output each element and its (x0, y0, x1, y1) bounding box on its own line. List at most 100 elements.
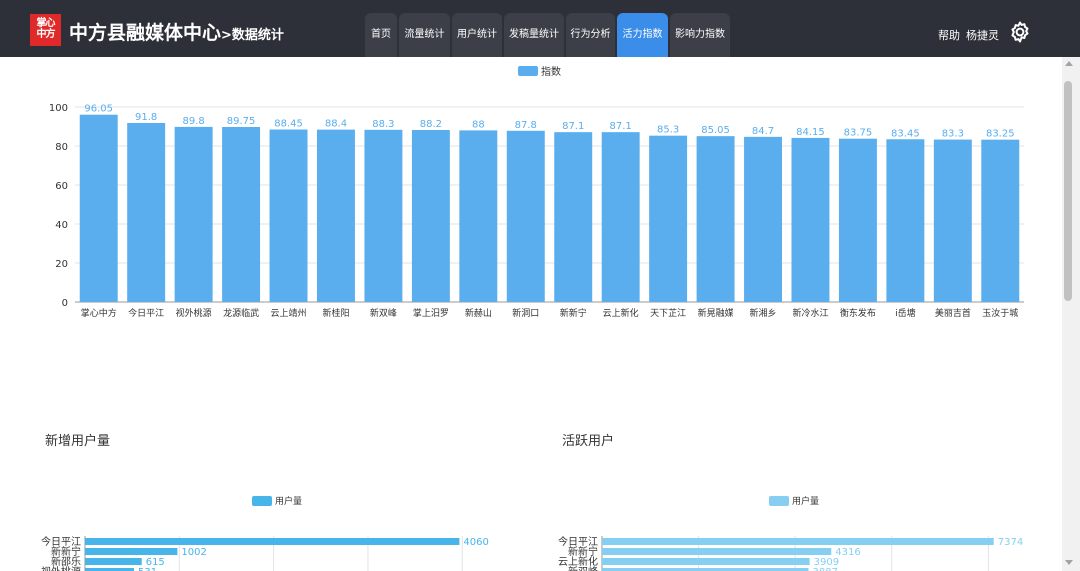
x-tick-label: 视外桃源 (176, 307, 212, 319)
bar[interactable] (222, 126, 261, 302)
tab-vitality-index[interactable]: 活力指数 (617, 13, 668, 57)
hbar-value-label: 531 (138, 567, 157, 571)
bar-value-label: 89.75 (227, 116, 256, 127)
new-users-chart: 用户量 4060 今日平江 1002 新新宁 615 新邵乐 531 视外桃源 (41, 495, 489, 571)
help-link[interactable]: 帮助 (938, 29, 960, 42)
legend-label[interactable]: 指数 (541, 65, 561, 78)
gear-icon[interactable] (1008, 20, 1032, 44)
bar-value-label: 88 (472, 119, 485, 130)
bar[interactable] (79, 114, 118, 302)
hbar[interactable] (602, 568, 809, 571)
tab-user-stats[interactable]: 用户统计 (452, 13, 502, 57)
hbar-category-label: 视外桃源 (41, 565, 81, 571)
y-tick-label: 20 (55, 259, 68, 270)
bar[interactable] (886, 139, 925, 302)
bar-value-label: 87.1 (610, 121, 632, 132)
bar[interactable] (174, 126, 213, 302)
x-tick-label: 新洞口 (512, 307, 539, 319)
x-tick-label: 新湘乡 (750, 307, 777, 319)
bar[interactable] (838, 138, 877, 302)
bar[interactable] (981, 139, 1020, 302)
bar[interactable] (269, 129, 308, 302)
bar[interactable] (933, 139, 972, 302)
bar-value-label: 88.3 (372, 119, 394, 130)
bar-value-label: 88.2 (420, 119, 442, 130)
tab-home[interactable]: 首页 (365, 13, 397, 57)
bar[interactable] (791, 137, 830, 302)
y-tick-label: 80 (55, 142, 68, 153)
scroll-up-arrow[interactable] (1065, 61, 1073, 66)
hbar[interactable] (85, 538, 460, 545)
legend-swatch[interactable] (252, 496, 272, 506)
bar[interactable] (459, 130, 498, 302)
app-title: 中方县融媒体中心 (69, 22, 222, 44)
x-tick-label: 云上新化 (603, 307, 639, 319)
bar-value-label: 96.05 (84, 104, 113, 115)
tab-traffic-stats[interactable]: 流量统计 (399, 13, 450, 57)
hbar-category-label: 新新宁 (51, 545, 81, 558)
legend-swatch[interactable] (518, 66, 538, 76)
x-tick-label: 新晃融媒 (698, 307, 734, 319)
bar[interactable] (744, 136, 783, 302)
y-tick-label: 60 (55, 181, 68, 192)
legend-swatch[interactable] (769, 496, 789, 506)
hbar-category-label: 云上新化 (558, 555, 598, 568)
bar[interactable] (506, 130, 545, 302)
x-tick-label: 新桂阳 (322, 307, 349, 319)
legend-label: 用户量 (792, 495, 819, 507)
x-tick-label: i岳塘 (895, 307, 916, 319)
hbar-value-label: 1002 (181, 547, 206, 558)
hbar-value-label: 4060 (463, 537, 488, 548)
bar[interactable] (601, 132, 640, 302)
bar-value-label: 84.7 (752, 126, 774, 137)
tab-influence-index[interactable]: 影响力指数 (670, 13, 730, 57)
hbar[interactable] (602, 558, 810, 565)
x-tick-label: 掌上汨罗 (413, 308, 449, 319)
bar[interactable] (316, 129, 355, 302)
y-tick-label: 40 (55, 220, 68, 231)
x-tick-label: 掌心中方 (81, 307, 117, 319)
y-tick-label: 100 (49, 103, 68, 114)
bar-value-label: 87.8 (515, 120, 537, 131)
x-tick-label: 新赫山 (465, 307, 492, 319)
bar[interactable] (127, 122, 166, 303)
hbar-value-label: 3887 (812, 567, 837, 571)
tab-publish-stats[interactable]: 发稿量统计 (504, 13, 564, 57)
x-tick-label: 新双峰 (370, 307, 397, 319)
hbar[interactable] (602, 538, 994, 545)
hbar-category-label: 新新宁 (568, 545, 598, 558)
bar-value-label: 83.3 (942, 129, 964, 140)
vitality-index-chart: 指数 0 20 40 60 80 100 96.05 掌心中方 91.8 今日平江 89.8 视外桃… (49, 65, 1024, 319)
bar[interactable] (411, 130, 450, 302)
scrollbar[interactable] (1062, 57, 1080, 571)
bar[interactable] (364, 129, 403, 302)
x-tick-label: 玉汝于城 (982, 307, 1018, 319)
hbar-value-label: 4316 (835, 547, 860, 558)
scroll-down-arrow[interactable] (1065, 560, 1073, 565)
user-name[interactable]: 杨捷灵 (966, 29, 999, 42)
hbar[interactable] (85, 568, 134, 571)
scroll-thumb[interactable] (1064, 81, 1072, 301)
tab-behavior-analysis[interactable]: 行为分析 (566, 13, 615, 57)
active-users-chart: 用户量 7374 今日平江 4316 新新宁 3909 云上新化 3887 新双峰 (558, 495, 1023, 571)
x-tick-label: 龙源临武 (223, 307, 259, 319)
hbar[interactable] (85, 558, 142, 565)
logo[interactable]: 掌心 中方 (30, 14, 61, 46)
bar-value-label: 88.4 (325, 119, 347, 130)
bar-value-label: 91.8 (135, 112, 157, 123)
top-header: 掌心 中方 中方县融媒体中心>数据统计 首页 流量统计 用户统计 发稿量统计 行… (0, 0, 1080, 57)
x-tick-label: 衡东发布 (840, 307, 876, 319)
active-users-title: 活跃用户 (562, 434, 615, 449)
bar[interactable] (554, 132, 593, 302)
hbar[interactable] (602, 548, 832, 555)
hbar-category-label: 新双峰 (568, 565, 598, 571)
bar[interactable] (649, 135, 688, 302)
x-tick-label: 今日平江 (128, 307, 164, 319)
bar[interactable] (696, 136, 735, 302)
x-tick-label: 新冷水江 (792, 307, 828, 319)
bar-value-label: 83.25 (986, 129, 1015, 140)
hbar-value-label: 7374 (998, 537, 1023, 548)
hbar-value-label: 3909 (814, 557, 839, 568)
bar-value-label: 85.3 (657, 125, 679, 136)
hbar[interactable] (85, 548, 178, 555)
